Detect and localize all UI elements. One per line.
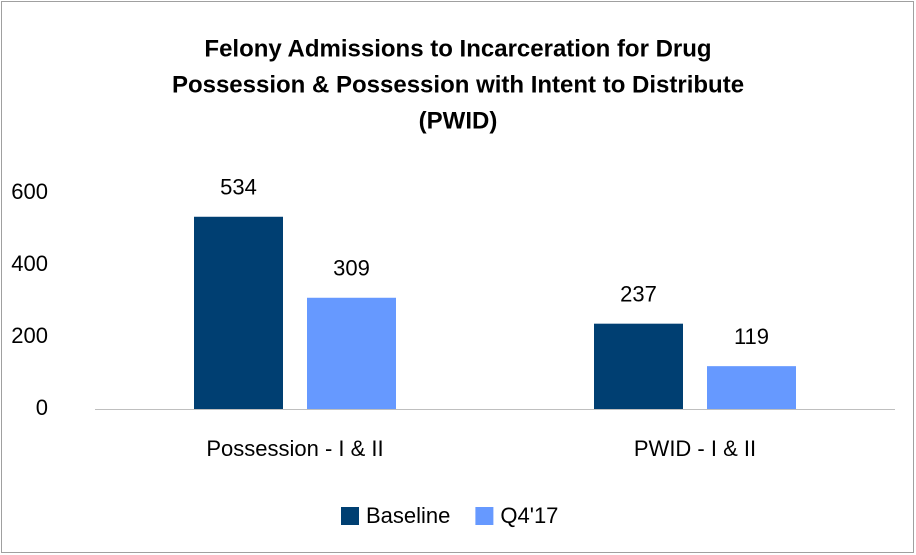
chart-title: (PWID) [419,107,498,134]
bar [594,323,683,409]
bar [307,297,396,409]
bar [707,366,796,409]
bar [194,216,283,409]
y-tick-label: 400 [11,251,48,276]
x-tick-label: PWID - I & II [634,436,756,461]
y-tick-label: 600 [11,179,48,204]
y-tick-label: 0 [36,395,48,420]
data-label: 309 [333,256,370,281]
chart-title: Felony Admissions to Incarceration for D… [204,35,711,62]
chart-title: Possession & Possession with Intent to D… [172,71,744,98]
data-label: 237 [620,281,657,306]
y-tick-label: 200 [11,323,48,348]
data-label: 534 [220,175,257,200]
legend-swatch [475,507,494,525]
legend-label: Q4'17 [500,503,558,528]
data-label: 119 [734,324,769,349]
legend-label: Baseline [366,503,450,528]
legend-swatch [341,507,359,525]
x-tick-label: Possession - I & II [206,436,383,461]
